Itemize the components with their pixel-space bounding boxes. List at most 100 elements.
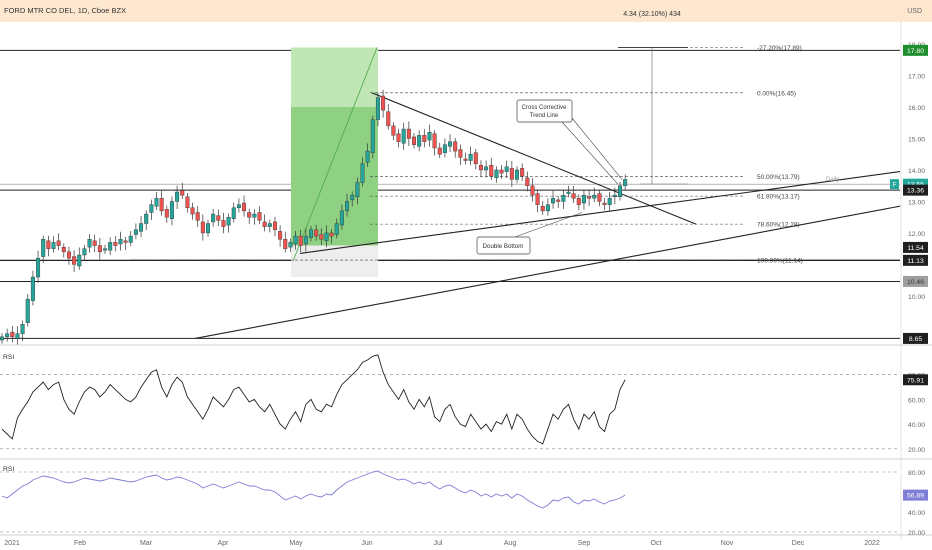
candle-down[interactable] [520, 168, 525, 177]
price-badge-1355[interactable] [903, 178, 928, 190]
cross-trend-callout[interactable] [516, 99, 573, 123]
price-badge-1336[interactable] [903, 184, 928, 196]
candle-down[interactable] [314, 229, 319, 237]
candle-up[interactable] [623, 179, 628, 186]
candle-up[interactable] [370, 119, 375, 153]
candle-up[interactable] [87, 239, 92, 248]
candle-up[interactable] [36, 257, 41, 278]
candle-up[interactable] [607, 198, 612, 205]
candle-up[interactable] [175, 191, 180, 202]
candle-down[interactable] [509, 168, 514, 180]
candle-up[interactable] [401, 128, 406, 144]
candle-down[interactable] [216, 215, 221, 221]
candle-down[interactable] [283, 239, 288, 249]
candle-up[interactable] [149, 204, 154, 213]
candle-down[interactable] [556, 199, 561, 202]
candle-up[interactable] [77, 254, 82, 267]
candle-down[interactable] [56, 240, 61, 246]
candle-up[interactable] [561, 194, 566, 202]
candle-up[interactable] [30, 276, 35, 301]
candle-down[interactable] [463, 158, 468, 161]
candle-up[interactable] [41, 239, 46, 257]
candle-up[interactable] [494, 169, 499, 179]
candle-down[interactable] [61, 246, 66, 253]
candle-up[interactable] [545, 204, 550, 212]
candle-up[interactable] [324, 232, 329, 242]
candle-up[interactable] [51, 242, 56, 249]
candle-up[interactable] [484, 166, 489, 171]
candle-down[interactable] [319, 234, 324, 240]
candle-up[interactable] [339, 210, 344, 226]
candle-down[interactable] [72, 256, 77, 265]
candle-up[interactable] [504, 166, 509, 172]
rsi-value-badge[interactable] [903, 374, 928, 386]
candle-down[interactable] [571, 193, 576, 199]
candle-up[interactable] [515, 169, 520, 180]
candle-down[interactable] [602, 202, 607, 205]
candle-up[interactable] [350, 194, 355, 201]
candle-down[interactable] [329, 232, 334, 237]
candle-down[interactable] [180, 190, 185, 196]
symbol-badge[interactable] [890, 179, 899, 190]
rsi-value-badge[interactable] [903, 489, 928, 501]
candle-down[interactable] [576, 198, 581, 205]
candle-up[interactable] [375, 97, 380, 120]
candle-up[interactable] [20, 324, 25, 334]
uptrend-line[interactable] [299, 171, 901, 254]
candle-up[interactable] [581, 194, 586, 204]
candle-down[interactable] [185, 196, 190, 208]
candle-down[interactable] [473, 152, 478, 164]
candle-down[interactable] [540, 205, 545, 212]
candle-up[interactable] [345, 201, 350, 212]
candle-up[interactable] [205, 223, 210, 234]
candle-down[interactable] [200, 221, 205, 234]
candle-up[interactable] [334, 223, 339, 235]
candle-up[interactable] [551, 198, 556, 204]
candle-up[interactable] [226, 217, 231, 226]
candle-up[interactable] [612, 194, 617, 197]
candle-down[interactable] [478, 165, 483, 171]
candle-down[interactable] [195, 212, 200, 221]
candle-down[interactable] [391, 125, 396, 136]
long-support-line[interactable] [194, 205, 901, 339]
candle-down[interactable] [453, 141, 458, 152]
candle-down[interactable] [535, 193, 540, 205]
candle-down[interactable] [489, 165, 494, 177]
candle-up[interactable] [427, 131, 432, 141]
double-bottom-callout[interactable] [476, 236, 531, 255]
candle-down[interactable] [159, 198, 164, 212]
candle-down[interactable] [525, 177, 530, 186]
candle-down[interactable] [406, 128, 411, 139]
candle-up[interactable] [365, 150, 370, 163]
candle-up[interactable] [309, 229, 314, 238]
candle-up[interactable] [293, 235, 298, 245]
candle-up[interactable] [102, 248, 107, 251]
candle-down[interactable] [242, 202, 247, 212]
candle-up[interactable] [592, 194, 597, 199]
candle-down[interactable] [437, 147, 442, 155]
candle-up[interactable] [468, 154, 473, 161]
candle-down[interactable] [458, 149, 463, 158]
candle-up[interactable] [417, 135, 422, 147]
candle-down[interactable] [92, 240, 97, 246]
candle-up[interactable] [355, 182, 360, 197]
candle-up[interactable] [448, 141, 453, 147]
rsi-line-1[interactable] [1, 354, 626, 445]
candle-up[interactable] [288, 242, 293, 248]
candle-down[interactable] [386, 111, 391, 127]
price-badge-1113[interactable] [903, 254, 928, 266]
candle-down[interactable] [422, 135, 427, 142]
candle-up[interactable] [5, 333, 10, 338]
rsi-line-2[interactable] [1, 470, 626, 509]
candle-up[interactable] [15, 333, 20, 339]
candle-down[interactable] [396, 133, 401, 142]
candle-down[interactable] [190, 207, 195, 215]
candle-down[interactable] [97, 245, 102, 253]
candle-down[interactable] [278, 231, 283, 240]
downtrend-line[interactable] [371, 92, 697, 225]
candle-down[interactable] [46, 240, 51, 249]
candle-up[interactable] [211, 213, 216, 223]
candle-down[interactable] [66, 251, 71, 259]
price-badge-865[interactable] [903, 332, 928, 344]
